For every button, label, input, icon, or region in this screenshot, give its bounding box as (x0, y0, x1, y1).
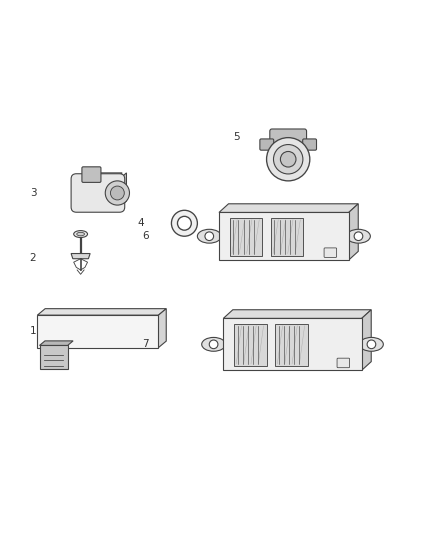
Circle shape (267, 138, 310, 181)
FancyBboxPatch shape (337, 358, 350, 368)
Polygon shape (362, 310, 371, 370)
Polygon shape (120, 173, 127, 207)
Circle shape (209, 340, 218, 349)
Polygon shape (39, 345, 67, 369)
Polygon shape (39, 341, 73, 345)
Ellipse shape (346, 229, 371, 243)
FancyBboxPatch shape (303, 139, 317, 150)
FancyBboxPatch shape (324, 248, 337, 257)
Polygon shape (275, 324, 307, 366)
Ellipse shape (360, 337, 383, 351)
Text: 4: 4 (138, 218, 145, 228)
Circle shape (110, 186, 124, 200)
Text: 6: 6 (142, 231, 149, 241)
Ellipse shape (198, 229, 221, 243)
Text: 2: 2 (30, 253, 36, 263)
Polygon shape (71, 254, 90, 259)
Polygon shape (349, 204, 358, 260)
Circle shape (205, 232, 214, 240)
Circle shape (177, 216, 191, 230)
Text: 5: 5 (233, 132, 240, 142)
Polygon shape (219, 213, 349, 260)
Polygon shape (159, 309, 166, 348)
Ellipse shape (74, 231, 88, 238)
Circle shape (105, 181, 130, 205)
Text: 1: 1 (30, 326, 36, 336)
Circle shape (273, 144, 303, 174)
Circle shape (354, 232, 363, 240)
Polygon shape (219, 204, 358, 213)
Text: 7: 7 (142, 340, 149, 349)
Polygon shape (37, 309, 166, 315)
FancyBboxPatch shape (82, 167, 101, 182)
FancyBboxPatch shape (270, 129, 307, 154)
Polygon shape (223, 310, 371, 318)
Polygon shape (234, 324, 267, 366)
FancyBboxPatch shape (71, 174, 125, 212)
Polygon shape (81, 173, 122, 179)
Ellipse shape (202, 337, 226, 351)
Text: 3: 3 (30, 188, 36, 198)
Ellipse shape (77, 232, 85, 236)
Circle shape (171, 211, 198, 236)
Circle shape (280, 151, 296, 167)
Polygon shape (223, 318, 362, 370)
FancyBboxPatch shape (260, 139, 274, 150)
Polygon shape (271, 217, 304, 256)
Polygon shape (37, 315, 159, 348)
Circle shape (367, 340, 376, 349)
Polygon shape (230, 217, 262, 256)
